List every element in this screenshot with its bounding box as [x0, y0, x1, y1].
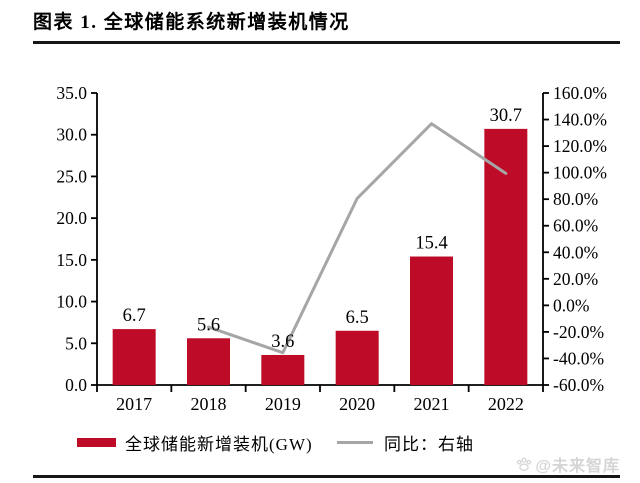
chart-svg: 35.0 30.0 25.0 20.0 15.0 10.0 5.0 0.0 160.0% 140.…: [56, 83, 607, 414]
right-axis-tick-label: 160.0%: [553, 83, 607, 103]
x-axis-category-label: 2019: [265, 394, 301, 414]
bar: [112, 329, 156, 385]
legend-line-label: 同比：右轴: [384, 434, 474, 454]
right-axis-tick-label: 120.0%: [553, 136, 607, 156]
right-axis-tick-label: 40.0%: [553, 242, 598, 262]
line-series-swatch: [337, 440, 373, 444]
right-axis-tick-label: 0.0%: [553, 295, 589, 315]
watermark: @未来智库: [516, 452, 620, 476]
left-axis-tick-label: 10.0: [56, 292, 87, 312]
right-axis-tick-label: -40.0%: [553, 348, 604, 368]
legend-bar-label: 全球储能新增装机(GW): [125, 434, 313, 454]
x-axis-category-label: 2020: [339, 394, 375, 414]
left-axis-tick-label: 5.0: [65, 333, 87, 353]
bar: [484, 128, 528, 386]
left-axis-tick-label: 0.0: [65, 375, 87, 395]
legend-item-line-series: 同比：右轴: [337, 430, 474, 454]
x-axis-category-label: 2021: [414, 394, 450, 414]
bar: [261, 354, 305, 385]
paw-icon: [517, 457, 532, 471]
bar-data-label: 6.5: [346, 308, 369, 328]
left-axis-tick-label: 25.0: [56, 166, 87, 186]
left-axis-tick-label: 15.0: [56, 250, 87, 270]
left-axis-tick-label: 30.0: [56, 125, 87, 145]
x-axis-category-label: 2022: [488, 394, 524, 414]
bottom-divider: [33, 475, 620, 478]
right-axis-tick-label: 60.0%: [553, 216, 598, 236]
bar-data-label: 30.7: [490, 106, 522, 126]
right-axis-tick-label: -60.0%: [553, 375, 604, 395]
bar-data-label: 5.6: [197, 315, 220, 335]
bar: [410, 256, 453, 385]
right-axis-tick-label: 80.0%: [553, 189, 598, 209]
left-axis-tick-label: 35.0: [56, 83, 87, 103]
x-axis-category-label: 2017: [116, 394, 152, 414]
x-axis-category-label: 2018: [191, 394, 227, 414]
bar: [335, 330, 379, 385]
right-axis-tick-label: 100.0%: [553, 163, 607, 183]
top-divider: [33, 41, 620, 44]
left-axis-tick-label: 20.0: [56, 208, 87, 228]
bar-data-label: 15.4: [415, 234, 447, 254]
right-axis-tick-label: -20.0%: [553, 322, 604, 342]
yoy-line-series: [207, 122, 508, 355]
bar-data-label: 3.6: [271, 332, 294, 352]
right-axis-tick-label: 140.0%: [553, 110, 607, 130]
bar-data-label: 6.7: [123, 306, 146, 326]
bar: [187, 338, 230, 385]
bar-series-swatch: [77, 437, 116, 447]
watermark-text: @未来智库: [535, 458, 620, 475]
chart-legend: 全球储能新增装机(GW) 同比：右轴: [0, 430, 640, 456]
legend-item-bar-series: 全球储能新增装机(GW): [77, 430, 313, 454]
chart-title: 图表 1. 全球储能系统新增装机情况: [33, 12, 350, 33]
right-axis-tick-label: 20.0%: [553, 269, 598, 289]
